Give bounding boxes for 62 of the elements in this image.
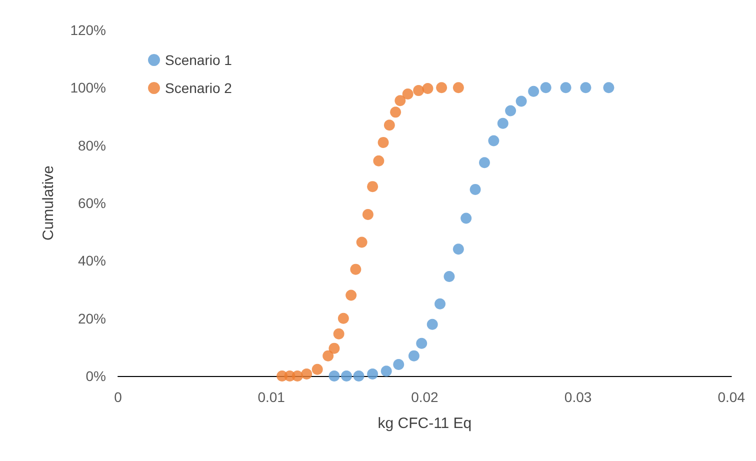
point <box>340 370 352 382</box>
point <box>444 271 455 282</box>
x-tick-label: 0.02 <box>411 389 439 405</box>
point <box>560 82 572 94</box>
point <box>426 318 438 330</box>
point <box>380 366 392 377</box>
point <box>470 184 481 195</box>
point <box>292 370 303 382</box>
point <box>488 135 500 146</box>
point <box>312 364 323 375</box>
point <box>434 298 446 310</box>
point <box>333 328 344 340</box>
point <box>390 106 402 118</box>
point <box>416 338 428 349</box>
y-tick-label: 20% <box>78 310 106 326</box>
point <box>367 368 378 380</box>
point <box>540 82 552 94</box>
point <box>580 82 592 94</box>
point <box>497 118 508 129</box>
point <box>422 83 434 94</box>
point <box>322 350 334 362</box>
point <box>301 368 312 380</box>
point <box>346 290 357 301</box>
point <box>436 82 448 94</box>
point <box>516 96 527 107</box>
point <box>528 86 540 97</box>
point <box>393 358 404 370</box>
point <box>452 82 464 94</box>
point <box>408 350 420 362</box>
y-tick-label: 60% <box>78 195 106 211</box>
point <box>384 120 395 131</box>
legend-label: Scenario 1 <box>165 52 232 68</box>
point <box>328 342 340 354</box>
x-tick-label: 0.01 <box>258 389 286 405</box>
y-tick-label: 120% <box>70 22 106 38</box>
point <box>328 370 340 382</box>
legend-label: Scenario 2 <box>165 80 232 96</box>
point <box>353 370 364 382</box>
y-tick-label: 40% <box>78 252 106 269</box>
x-axis-title: kg CFC-11 Eq <box>378 415 472 432</box>
point <box>367 181 378 192</box>
y-tick-label: 0% <box>86 368 106 384</box>
y-tick-label: 80% <box>78 137 106 154</box>
point <box>460 212 472 224</box>
point <box>338 312 349 324</box>
point <box>378 136 389 148</box>
x-tick-label: 0.04 <box>718 389 746 405</box>
y-tick-label: 100% <box>70 80 106 96</box>
y-axis-title: Cumulative <box>40 165 57 241</box>
x-tick-label: 0.03 <box>564 389 592 405</box>
point <box>394 95 406 106</box>
x-tick-label: 0 <box>114 389 122 405</box>
point <box>373 155 384 166</box>
point <box>350 264 362 275</box>
point <box>402 88 414 100</box>
point <box>603 82 614 94</box>
point <box>413 85 424 96</box>
point <box>505 105 516 116</box>
point <box>362 209 374 220</box>
point <box>356 236 368 248</box>
point <box>479 157 490 168</box>
point <box>452 244 464 255</box>
